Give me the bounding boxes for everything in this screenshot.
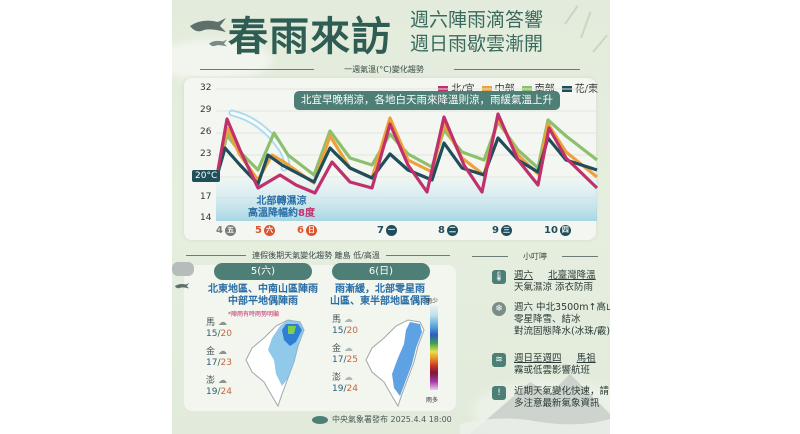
rain-cloud-icon: ☁ xyxy=(217,376,227,386)
chart-section-title: 一週氣溫(°C)變化趨勢 xyxy=(344,65,424,74)
footer-text: 中央氣象署發布 2025.4.4 18:00 xyxy=(332,415,452,424)
chart-annotation: 北部轉濕涼 高溫降幅約8度 xyxy=(248,196,315,220)
footer: 中央氣象署發布 2025.4.4 18:00 xyxy=(312,414,452,425)
thermometer-icon: 🌡 xyxy=(492,270,506,284)
cloud-icon: ☁ xyxy=(343,373,353,383)
infographic-poster: 春雨來訪 週六陣雨滴答響 週日雨歇雲漸開 一週氣溫(°C)變化趨勢 北/宜 中部… xyxy=(172,0,610,434)
divider xyxy=(200,69,314,70)
annotation-line-1: 北部轉濕涼 xyxy=(256,196,307,207)
rain-cloud-icon: ☁ xyxy=(217,318,227,328)
divider xyxy=(562,256,598,257)
island-matsu-sat: 馬 ☁ 15/20 xyxy=(206,318,232,339)
rain-legend-bar xyxy=(430,305,438,390)
cloud-decoration xyxy=(172,262,194,276)
swallow-icon xyxy=(209,39,227,47)
page-title: 春雨來訪 xyxy=(228,14,392,60)
island-penghu-sun: 澎 ☁ 19/24 xyxy=(332,373,358,394)
island-matsu-sun: 馬 ☁ 15/20 xyxy=(332,315,358,336)
fog-icon: ≋ xyxy=(492,353,506,367)
swallow-icon xyxy=(174,282,190,289)
exclamation-icon: ! xyxy=(492,386,506,400)
holiday-section-title: 連假後期天氣變化趨勢 離島 低/高溫 xyxy=(252,251,380,260)
chart-banner: 北宜早晚稍涼，各地白天雨來降溫則涼，雨緩氣溫上升 xyxy=(294,91,560,110)
y-tick: 14 xyxy=(200,213,212,223)
taiwan-rain-map-sun xyxy=(365,319,425,408)
cloud-decoration xyxy=(172,40,272,80)
divider xyxy=(454,69,580,70)
rain-note: *陣雨有時雨勢明顯 xyxy=(228,311,280,318)
divider xyxy=(472,256,508,257)
day-pill-sun: 6(日) xyxy=(332,263,430,280)
temp-20-badge: 20°C xyxy=(192,170,221,182)
snowflake-icon: ❄ xyxy=(492,302,506,316)
y-tick: 23 xyxy=(200,149,212,159)
annotation-line-2: 高溫降幅約8度 xyxy=(248,208,315,219)
tips-title: 小叮嚀 xyxy=(523,252,547,261)
rain-legend-top: 雨少 xyxy=(426,298,439,305)
y-tick: 26 xyxy=(200,127,212,137)
day-headline-sat: 北東地區、中南山區陣雨 中部平地偶陣雨 xyxy=(208,284,318,307)
swallow-icon xyxy=(190,18,226,32)
y-tick: 29 xyxy=(200,105,212,115)
mountain-decoration xyxy=(460,374,610,434)
y-tick: 32 xyxy=(200,83,212,93)
cloud-icon: ☁ xyxy=(343,315,353,325)
divider xyxy=(186,255,246,256)
island-kinmen-sun: 金 ☁ 17/25 xyxy=(332,344,358,365)
subtitle-line-2: 週日雨歇雲漸開 xyxy=(410,33,544,55)
cwa-logo-icon xyxy=(312,415,328,424)
page-subtitle: 週六陣雨滴答響 週日雨歇雲漸開 xyxy=(410,8,543,56)
taiwan-rain-map-sat xyxy=(245,319,305,408)
subtitle-line-1: 週六陣雨滴答響 xyxy=(410,9,544,31)
divider xyxy=(386,255,450,256)
island-kinmen-sat: 金 ☁ 17/23 xyxy=(206,347,232,368)
cloud-icon: ☁ xyxy=(343,344,353,354)
rain-legend-bottom: 雨多 xyxy=(426,397,439,404)
day-headline-sun: 雨漸緩，北部零星雨 山區、東半部地區偶雨 xyxy=(330,284,430,307)
y-tick: 17 xyxy=(200,192,212,202)
rain-cloud-icon: ☁ xyxy=(217,347,227,357)
x-label-10: 10 四 xyxy=(544,225,571,236)
chart-plot xyxy=(215,88,599,221)
day-pill-sat: 5(六) xyxy=(214,263,312,280)
island-penghu-sat: 澎 ☁ 19/24 xyxy=(206,376,232,397)
